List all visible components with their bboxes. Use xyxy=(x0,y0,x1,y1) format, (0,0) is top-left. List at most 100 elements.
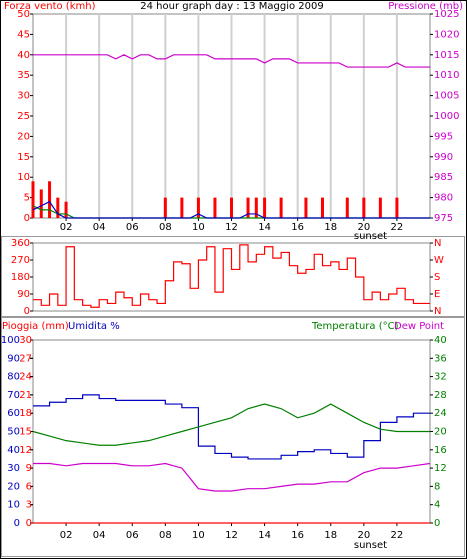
y-axis-label: Forza vento (kmh) xyxy=(4,1,96,12)
y-tick-label: 90 xyxy=(17,289,30,300)
x-tick-label: 08 xyxy=(159,530,172,541)
bar xyxy=(395,197,399,218)
chart-title: 24 hour graph day : 13 Maggio 2009 xyxy=(140,1,323,12)
x-tick-label: 02 xyxy=(60,222,73,233)
x-tick-label: 12 xyxy=(225,530,238,541)
y-tick-label: 4 xyxy=(434,500,440,511)
y-tick-label: 985 xyxy=(434,172,453,183)
series-label: Pioggia (mm) xyxy=(2,321,69,332)
bar xyxy=(39,189,43,218)
x-tick-label: 16 xyxy=(291,530,304,541)
bar xyxy=(196,197,200,218)
x-tick-label: 06 xyxy=(126,530,139,541)
y-tick-label: 30 xyxy=(19,335,32,346)
x-tick-label: 20 xyxy=(357,222,370,233)
panel-border xyxy=(1,236,465,317)
bar xyxy=(254,197,258,218)
y-tick-label: 1000 xyxy=(434,111,459,122)
series-line xyxy=(33,462,431,492)
y-tick-label: 16 xyxy=(434,445,447,456)
x-tick-label: 22 xyxy=(391,222,404,233)
y-tick-label: 32 xyxy=(434,372,447,383)
bar xyxy=(304,197,308,218)
y-tick-label: 20 xyxy=(17,131,30,142)
y-tick-label: 6 xyxy=(26,481,32,492)
series-line xyxy=(32,403,430,446)
y-tick-label: 100 xyxy=(1,335,20,346)
y-tick-label: 980 xyxy=(434,193,453,204)
x-tick-label: 10 xyxy=(192,222,205,233)
bar xyxy=(213,197,217,218)
x-tick-label: 04 xyxy=(93,530,106,541)
y-tick-label: W xyxy=(434,255,444,266)
series-line xyxy=(33,54,430,68)
y-tick-label: 3 xyxy=(26,500,32,511)
x-tick-label: 12 xyxy=(225,222,238,233)
y-tick-label: 25 xyxy=(17,111,30,122)
bar xyxy=(345,197,349,218)
y-tick-label: 0 xyxy=(26,518,32,529)
y-tick-label: 12 xyxy=(19,445,32,456)
y-tick-label: 270 xyxy=(11,255,30,266)
x-tick-label: 06 xyxy=(126,222,139,233)
y-tick-label: 90 xyxy=(7,353,20,364)
y-tick-label: 30 xyxy=(7,463,20,474)
x-tick-label: 20 xyxy=(357,530,370,541)
y-tick-label: 10 xyxy=(17,172,30,183)
x-tick-label: 16 xyxy=(291,222,304,233)
bar xyxy=(56,197,60,218)
y-tick-label: 1015 xyxy=(434,50,459,61)
annotation: sunset xyxy=(354,540,387,551)
bar xyxy=(31,181,35,218)
series-label: Umidita % xyxy=(68,321,120,332)
y-tick-label: 20 xyxy=(7,481,20,492)
x-tick-label: 02 xyxy=(60,530,73,541)
y-tick-label: 45 xyxy=(17,29,30,40)
y2-axis-label: Pressione (mb) xyxy=(388,1,463,12)
y-tick-label: 24 xyxy=(434,408,447,419)
bar xyxy=(263,197,267,218)
bar xyxy=(180,197,184,218)
x-tick-label: 14 xyxy=(258,530,271,541)
y-tick-label: 12 xyxy=(434,463,447,474)
series-line xyxy=(33,244,430,308)
y-tick-label: S xyxy=(434,272,440,283)
bar xyxy=(48,181,52,218)
bar xyxy=(163,197,167,218)
x-tick-label: 22 xyxy=(391,530,404,541)
y-tick-label: N xyxy=(434,238,441,249)
y-tick-label: 40 xyxy=(17,50,30,61)
y-tick-label: 15 xyxy=(19,427,32,438)
x-tick-label: 10 xyxy=(192,530,205,541)
plot-area xyxy=(32,339,431,524)
y-tick-label: 15 xyxy=(17,152,30,163)
x-tick-label: 08 xyxy=(159,222,172,233)
series-line xyxy=(32,200,430,219)
x-tick-label: 18 xyxy=(324,530,337,541)
y-tick-label: 1020 xyxy=(434,29,459,40)
y-tick-label: 995 xyxy=(434,131,453,142)
y-tick-label: 40 xyxy=(7,445,20,456)
x-tick-label: 04 xyxy=(93,222,106,233)
bar xyxy=(320,197,324,218)
y-tick-label: 0 xyxy=(24,213,30,224)
y-tick-label: 24 xyxy=(19,372,32,383)
y-tick-label: 40 xyxy=(434,335,447,346)
series-label: Temperatura (°C) xyxy=(311,321,399,332)
y-tick-label: 28 xyxy=(434,390,447,401)
bar xyxy=(279,197,283,218)
y-tick-label: 0 xyxy=(24,306,30,317)
y-tick-label: 80 xyxy=(7,372,20,383)
y-tick-label: 1025 xyxy=(434,9,459,20)
y-tick-label: 70 xyxy=(7,390,20,401)
y-tick-label: N xyxy=(434,306,441,317)
y-tick-label: 0 xyxy=(14,518,20,529)
y-tick-label: 10 xyxy=(7,500,20,511)
series-line xyxy=(33,394,430,460)
y-tick-label: 27 xyxy=(19,353,32,364)
y-tick-label: 975 xyxy=(434,213,453,224)
bar xyxy=(362,197,366,218)
y-tick-label: 180 xyxy=(11,272,30,283)
